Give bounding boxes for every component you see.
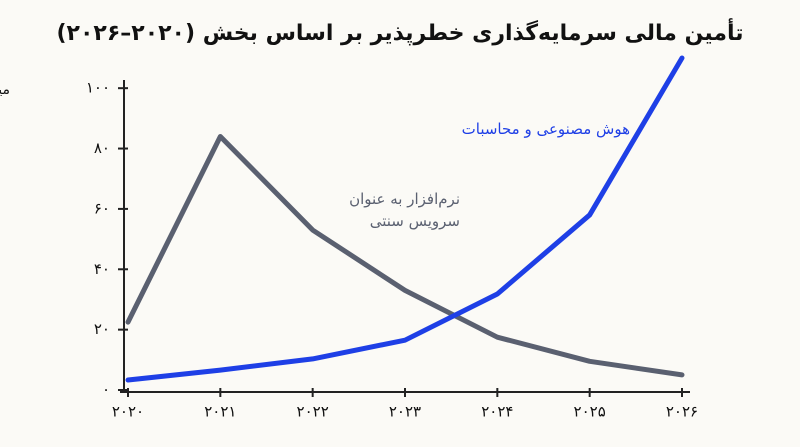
y-tick-label: ۸۰: [94, 139, 110, 157]
y-axis-label: میلیارد دلار: [0, 82, 10, 98]
series-line: [125, 133, 685, 378]
series-label: نرم‌افزار به عنوان سرویس سنتی: [349, 190, 460, 230]
x-tick-label: ۲۰۲۳: [389, 403, 421, 421]
x-tick-label: ۲۰۲۱: [204, 403, 236, 421]
x-tick-label: ۲۰۲۶: [666, 403, 698, 421]
y-tick-label: ۱۰۰: [86, 79, 110, 97]
x-tick-label: ۲۰۲۰: [112, 403, 144, 421]
chart-title: تأمین مالی سرمایه‌گذاری خطرپذیر بر اساس …: [56, 17, 743, 46]
y-tick-label: ۶۰: [94, 199, 110, 217]
y-tick-label: ۴۰: [94, 260, 110, 278]
y-tick-label: ۲۰: [94, 320, 110, 338]
series-label: هوش مصنوعی و محاسبات: [461, 120, 630, 138]
x-tick-label: ۲۰۲۲: [297, 403, 329, 421]
series-line: [125, 55, 685, 383]
y-tick-label: ۰: [102, 381, 110, 399]
x-tick-label: ۲۰۲۵: [574, 403, 606, 421]
x-tick-label: ۲۰۲۴: [481, 403, 513, 421]
